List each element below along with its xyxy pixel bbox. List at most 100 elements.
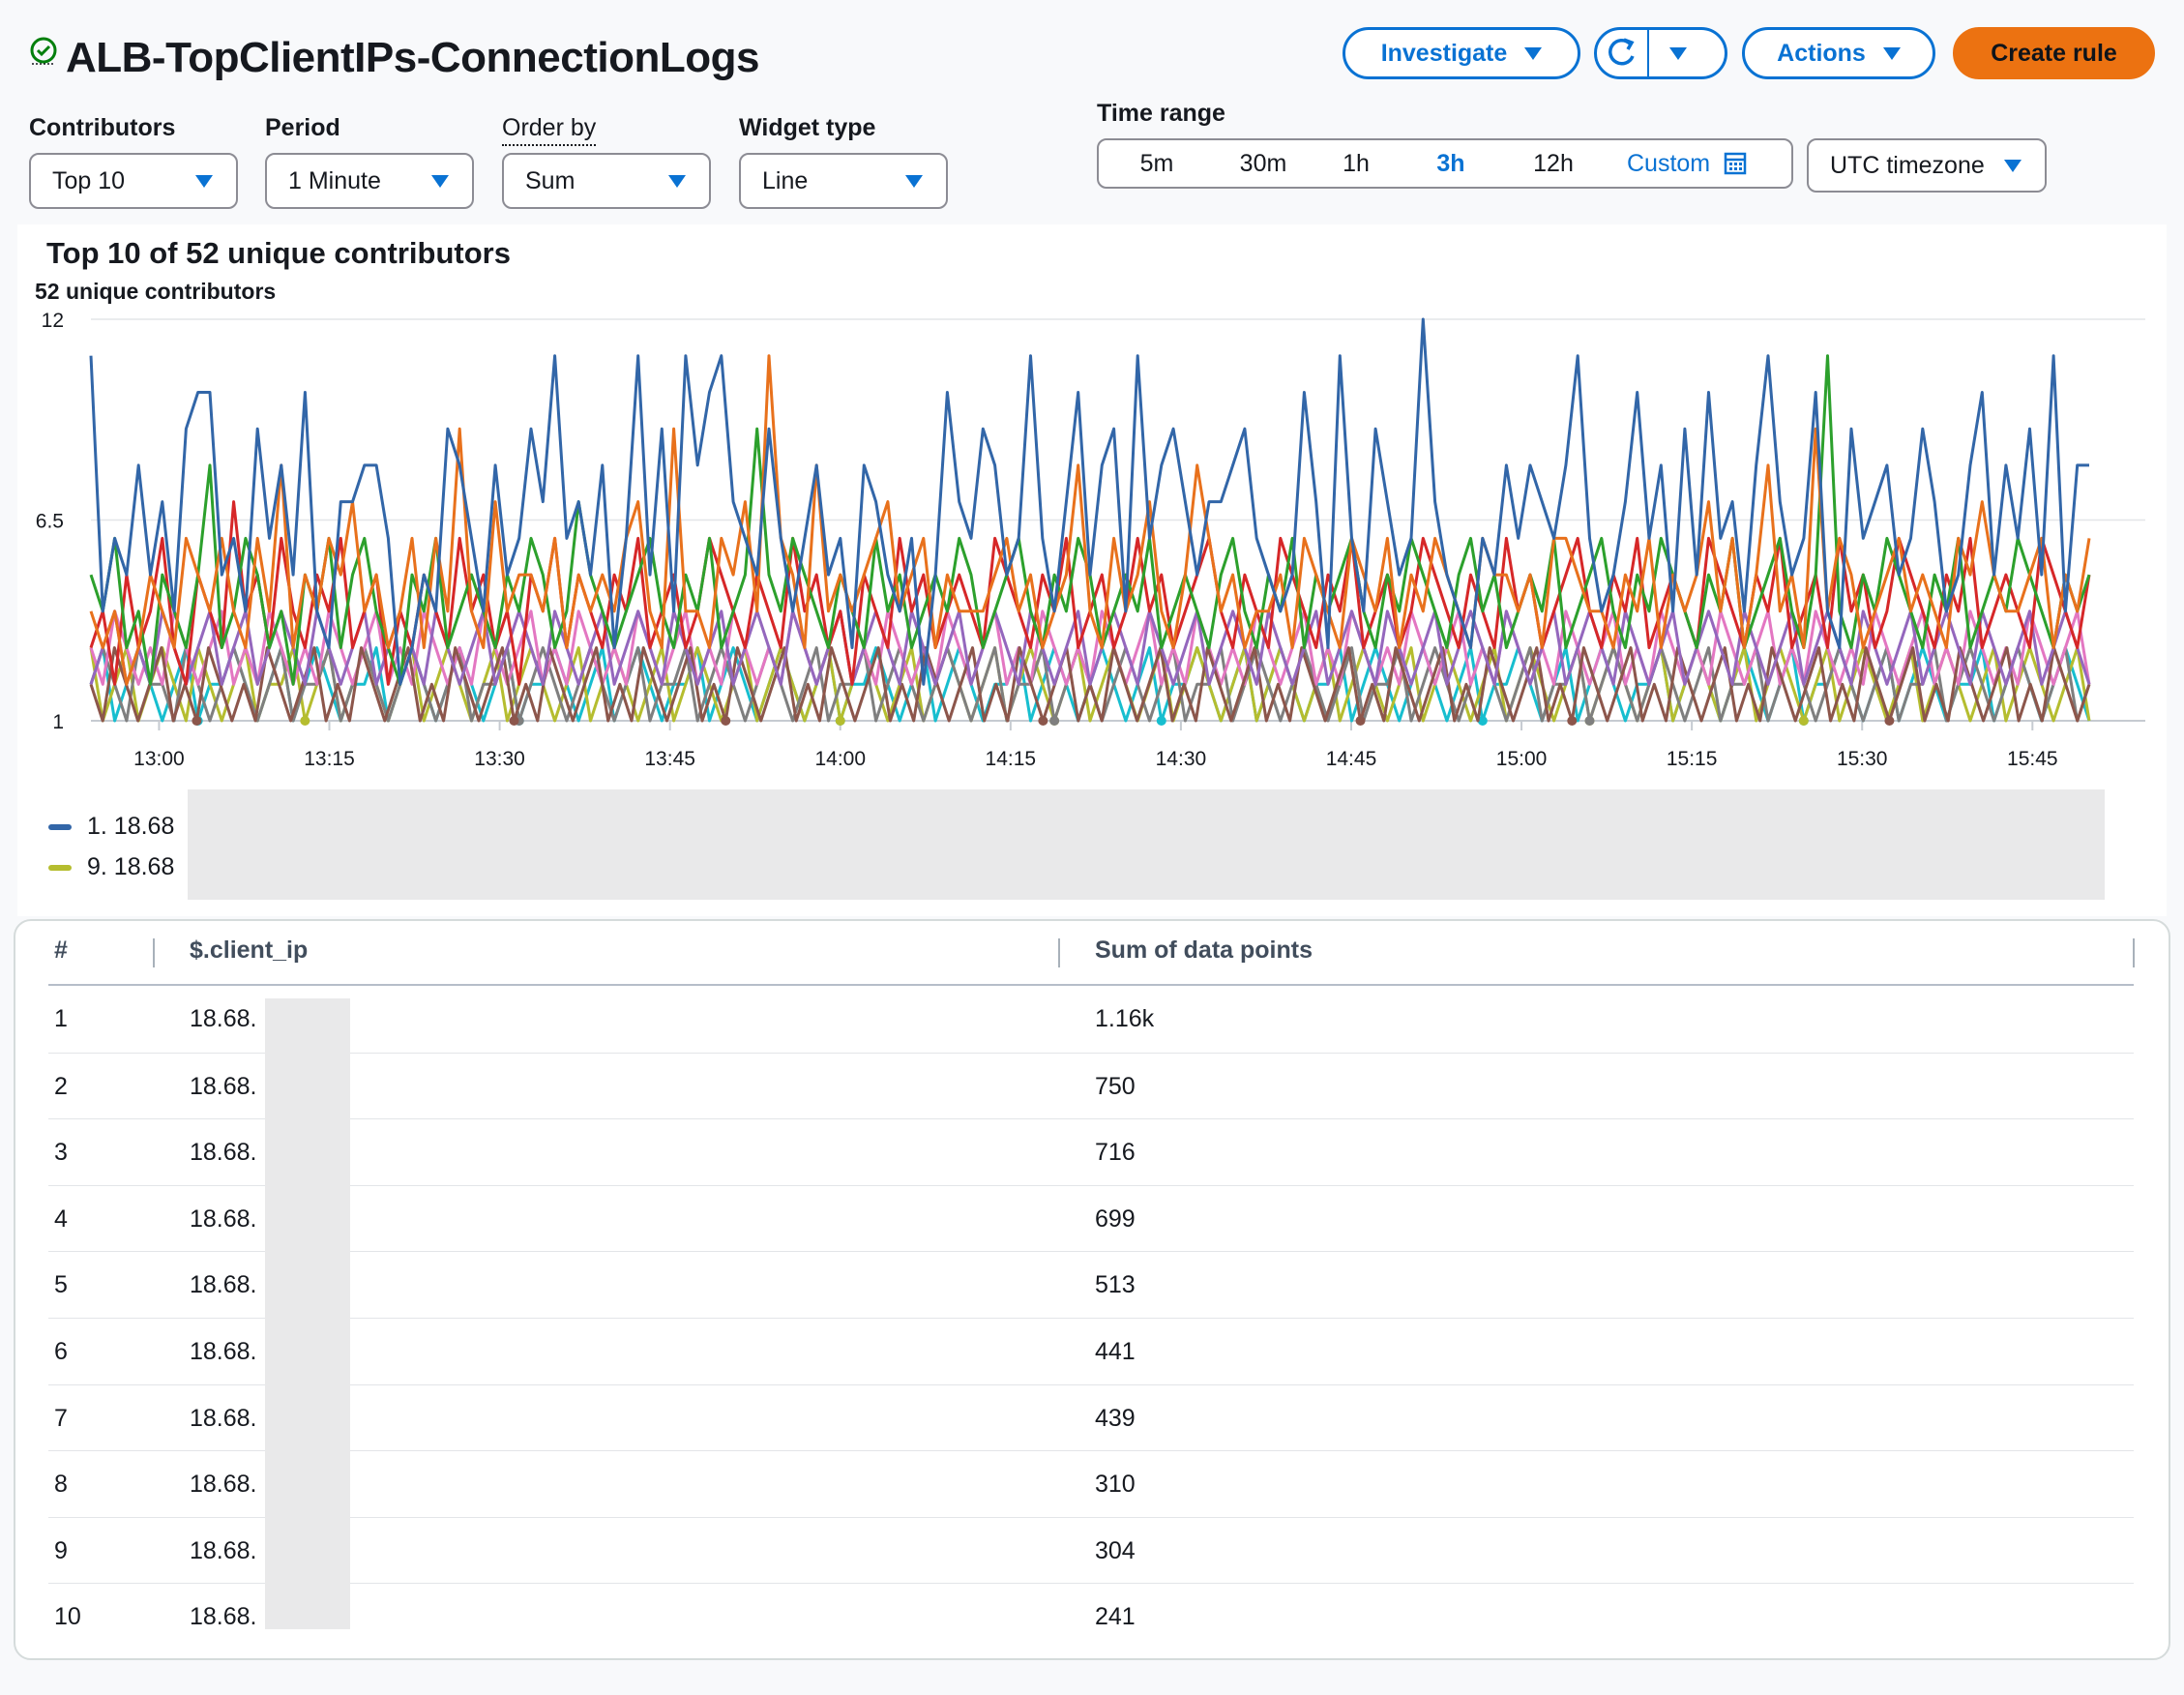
period-select[interactable]: 1 Minute bbox=[265, 153, 474, 209]
rank-cell: 9 bbox=[54, 1536, 68, 1564]
page-title: ALB-TopClientIPs-ConnectionLogs bbox=[66, 34, 759, 81]
series-line-9[interactable] bbox=[89, 646, 2091, 723]
investigate-button[interactable]: Investigate bbox=[1343, 27, 1580, 79]
y-tick-label: 6.5 bbox=[36, 511, 64, 533]
caret-down-icon bbox=[668, 174, 686, 188]
column-header-sum[interactable]: Sum of data points bbox=[1095, 937, 1313, 964]
x-tick-label: 13:30 bbox=[474, 748, 525, 770]
client-ip-cell: 18.68. bbox=[190, 1404, 257, 1432]
contributors-value: Top 10 bbox=[52, 166, 126, 194]
contributors-select[interactable]: Top 10 bbox=[29, 153, 238, 209]
time-range-label: Time range bbox=[1097, 100, 1225, 127]
client-ip-cell: 18.68. bbox=[190, 1072, 257, 1100]
column-divider[interactable] bbox=[1058, 938, 1060, 967]
time-range-12h[interactable]: 12h bbox=[1533, 150, 1574, 177]
sum-cell: 310 bbox=[1095, 1471, 1136, 1499]
widget-type-select[interactable]: Line bbox=[739, 153, 948, 209]
redacted-ip-column bbox=[265, 998, 350, 1629]
x-tick-label: 14:15 bbox=[986, 748, 1037, 770]
table-row: 1 18.68. 1.16k bbox=[48, 986, 2134, 1052]
create-rule-label: Create rule bbox=[1991, 39, 2117, 67]
x-tick-label: 13:00 bbox=[133, 748, 185, 770]
calendar-icon bbox=[1724, 152, 1747, 175]
caret-down-icon bbox=[905, 174, 923, 188]
client-ip-cell: 18.68. bbox=[190, 1271, 257, 1299]
x-tick-label: 15:00 bbox=[1496, 748, 1548, 770]
order-by-select[interactable]: Sum bbox=[502, 153, 711, 209]
data-point-marker bbox=[1584, 716, 1595, 726]
data-point-marker bbox=[1038, 716, 1048, 726]
legend-swatch bbox=[48, 823, 72, 830]
chart-subtitle: 52 unique contributors bbox=[35, 279, 277, 304]
refresh-options-dropdown[interactable] bbox=[1649, 46, 1707, 60]
timezone-value: UTC timezone bbox=[1830, 151, 1985, 179]
column-divider[interactable] bbox=[153, 938, 155, 967]
actions-label: Actions bbox=[1777, 39, 1866, 67]
client-ip-cell: 18.68. bbox=[190, 1139, 257, 1167]
time-range-custom[interactable]: Custom bbox=[1627, 140, 1774, 187]
table-row: 10 18.68. 241 bbox=[48, 1583, 2134, 1650]
x-tick-label: 14:45 bbox=[1326, 748, 1377, 770]
rank-cell: 10 bbox=[54, 1603, 81, 1631]
sum-cell: 241 bbox=[1095, 1603, 1136, 1631]
refresh-icon[interactable] bbox=[1597, 30, 1647, 76]
time-range-5m[interactable]: 5m bbox=[1139, 150, 1174, 177]
series-line-2[interactable] bbox=[89, 354, 2091, 686]
sum-cell: 716 bbox=[1095, 1139, 1136, 1167]
time-range-1h[interactable]: 1h bbox=[1343, 150, 1370, 177]
line-chart[interactable]: 12 6.5 1 13:00 13:15 13:30 13:45 14:00 14:15 14:3… bbox=[0, 0, 2184, 774]
column-header-rank[interactable]: # bbox=[54, 937, 68, 964]
legend-label: 9. 18.68 bbox=[87, 853, 175, 880]
legend-item-1[interactable]: 1. 18.68 bbox=[48, 813, 174, 841]
sum-cell: 439 bbox=[1095, 1404, 1136, 1432]
widget-type-label: Widget type bbox=[739, 114, 876, 141]
series-line-1[interactable] bbox=[89, 317, 2089, 686]
table-row: 3 18.68. 716 bbox=[48, 1118, 2134, 1185]
rank-cell: 2 bbox=[54, 1072, 68, 1100]
data-point-marker bbox=[721, 716, 731, 726]
client-ip-cell: 18.68. bbox=[190, 1536, 257, 1564]
x-tick-label: 15:45 bbox=[2007, 748, 2058, 770]
data-point-marker bbox=[1355, 716, 1366, 726]
rank-cell: 1 bbox=[54, 1005, 68, 1032]
split-divider bbox=[1647, 28, 1649, 78]
rank-cell: 5 bbox=[54, 1271, 68, 1299]
order-by-label[interactable]: Order by bbox=[502, 114, 597, 146]
period-label: Period bbox=[265, 114, 340, 141]
investigate-label: Investigate bbox=[1380, 39, 1508, 67]
x-tick-label: 14:00 bbox=[814, 748, 866, 770]
caret-down-icon bbox=[1882, 46, 1901, 60]
redacted-legend-area bbox=[188, 789, 2105, 900]
data-point-marker bbox=[1477, 716, 1488, 726]
refresh-split-button[interactable] bbox=[1594, 27, 1727, 79]
sum-cell: 441 bbox=[1095, 1338, 1136, 1365]
column-header-client-ip[interactable]: $.client_ip bbox=[190, 937, 309, 964]
widget-type-value: Line bbox=[762, 166, 809, 194]
y-tick-label: 12 bbox=[42, 310, 64, 332]
timezone-select[interactable]: UTC timezone bbox=[1807, 138, 2047, 193]
sum-cell: 750 bbox=[1095, 1072, 1136, 1100]
legend-item-9[interactable]: 9. 18.68 bbox=[48, 853, 174, 881]
table-row: 8 18.68. 310 bbox=[48, 1450, 2134, 1517]
chart-title: Top 10 of 52 unique contributors bbox=[46, 236, 511, 270]
time-range-segmented-control: 5m 30m 1h 3h 12h Custom bbox=[1097, 138, 1793, 189]
sum-cell: 699 bbox=[1095, 1204, 1136, 1233]
data-point-marker bbox=[1884, 716, 1895, 726]
table-row: 7 18.68. 439 bbox=[48, 1383, 2134, 1451]
client-ip-cell: 18.68. bbox=[190, 1338, 257, 1365]
legend-swatch bbox=[48, 864, 72, 871]
series-line-5[interactable] bbox=[89, 610, 2091, 686]
y-tick-label: 1 bbox=[52, 711, 64, 733]
data-point-marker bbox=[192, 716, 202, 726]
rank-cell: 3 bbox=[54, 1139, 68, 1167]
data-point-marker bbox=[1567, 716, 1578, 726]
time-range-30m[interactable]: 30m bbox=[1239, 150, 1287, 177]
data-point-marker bbox=[835, 716, 845, 726]
client-ip-cell: 18.68. bbox=[190, 1204, 257, 1233]
header-divider bbox=[48, 984, 2134, 986]
actions-button[interactable]: Actions bbox=[1742, 27, 1935, 79]
column-divider[interactable] bbox=[2133, 938, 2135, 967]
time-range-3h[interactable]: 3h bbox=[1436, 150, 1465, 177]
contributors-table bbox=[14, 919, 2170, 1660]
create-rule-button[interactable]: Create rule bbox=[1953, 27, 2155, 79]
